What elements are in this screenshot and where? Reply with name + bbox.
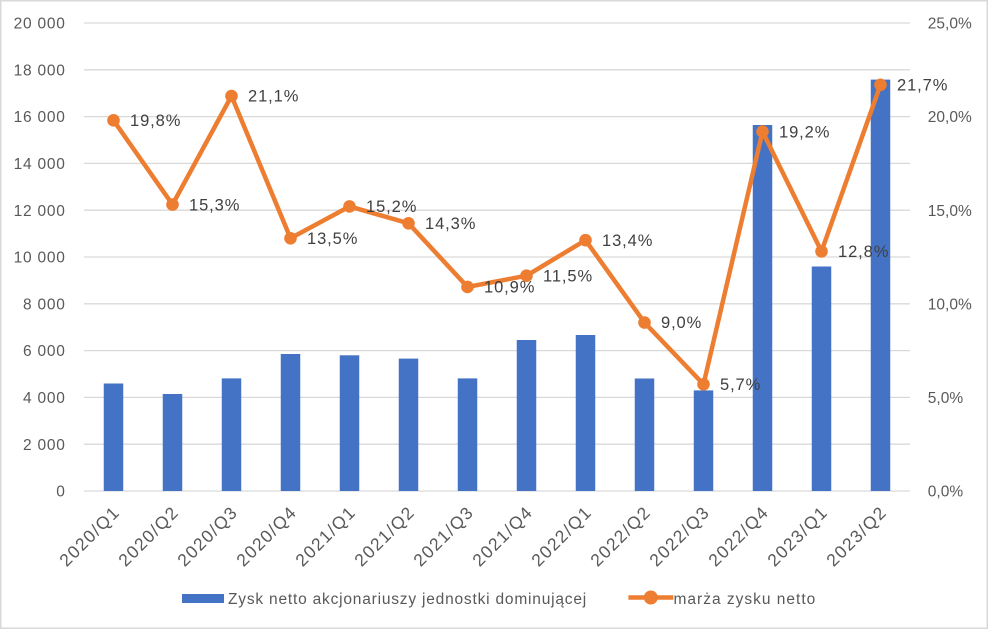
svg-text:11,5%: 11,5% [543, 267, 593, 285]
svg-text:15,0%: 15,0% [928, 203, 972, 220]
svg-text:5,0%: 5,0% [928, 390, 964, 407]
svg-text:19,8%: 19,8% [130, 112, 181, 130]
svg-text:14,3%: 14,3% [425, 215, 476, 233]
svg-text:Zysk netto akcjonariuszy jedno: Zysk netto akcjonariuszy jednostki domin… [228, 591, 587, 608]
svg-text:13,5%: 13,5% [307, 230, 358, 248]
svg-text:12 000: 12 000 [14, 203, 66, 220]
svg-text:4 000: 4 000 [23, 390, 66, 407]
svg-text:marża zysku netto: marża zysku netto [674, 591, 817, 608]
svg-text:9,0%: 9,0% [661, 314, 702, 332]
svg-text:0,0%: 0,0% [928, 484, 964, 501]
svg-text:15,3%: 15,3% [189, 196, 240, 214]
svg-text:20,0%: 20,0% [928, 109, 972, 126]
svg-text:14 000: 14 000 [14, 156, 66, 173]
svg-text:5,7%: 5,7% [720, 376, 761, 394]
svg-text:20 000: 20 000 [14, 16, 66, 33]
svg-text:12,8%: 12,8% [838, 243, 889, 261]
svg-text:21,1%: 21,1% [248, 88, 299, 106]
svg-text:16 000: 16 000 [14, 109, 66, 126]
svg-text:19,2%: 19,2% [779, 123, 830, 141]
svg-text:10,9%: 10,9% [484, 279, 535, 297]
svg-text:8 000: 8 000 [23, 296, 66, 313]
svg-text:15,2%: 15,2% [366, 198, 417, 216]
svg-text:13,4%: 13,4% [602, 232, 653, 250]
svg-text:10 000: 10 000 [14, 250, 66, 267]
svg-text:6 000: 6 000 [23, 343, 66, 360]
svg-text:2 000: 2 000 [23, 437, 66, 454]
svg-text:21,7%: 21,7% [897, 76, 948, 94]
svg-text:10,0%: 10,0% [928, 296, 972, 313]
svg-text:0: 0 [56, 484, 65, 501]
svg-text:18 000: 18 000 [14, 62, 66, 79]
svg-text:25,0%: 25,0% [928, 16, 972, 33]
